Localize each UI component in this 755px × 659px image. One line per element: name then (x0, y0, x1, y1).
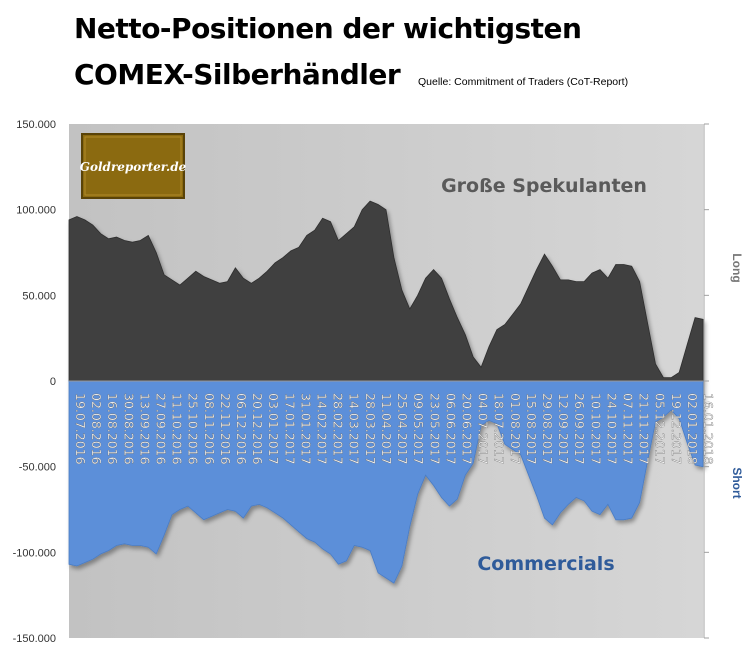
series-label-long: Große Spekulanten (441, 175, 647, 197)
x-tick-label: 14.02.2017 (315, 393, 330, 465)
series-label-short: Commercials (477, 553, 614, 575)
x-tick-label: 25.10.2016 (186, 393, 201, 465)
x-tick-label: 20.12.2016 (250, 393, 265, 465)
x-tick-label: 18.07.2017 (492, 393, 507, 465)
x-tick-label: 20.06.2017 (460, 393, 475, 465)
x-tick-label: 10.10.2017 (588, 393, 603, 465)
x-tick-label: 14.03.2017 (347, 393, 362, 465)
chart-title-line2: COMEX-Silberhändler (74, 58, 401, 91)
x-tick-label: 19.12.2017 (669, 393, 684, 465)
y-tick-label: -100.000 (13, 547, 56, 559)
y-tick-label: -150.000 (13, 633, 56, 645)
x-tick-label: 15.08.2017 (524, 393, 539, 465)
x-tick-label: 13.09.2016 (137, 393, 152, 465)
logo-text: Goldreporter.de (80, 160, 187, 174)
x-tick-label: 21.11.2017 (637, 393, 652, 465)
x-tick-label: 29.08.2017 (540, 393, 555, 465)
x-tick-label: 07.11.2017 (621, 393, 636, 465)
x-tick-label: 28.02.2017 (331, 393, 346, 465)
x-tick-label: 05.12.2017 (653, 393, 668, 465)
x-tick-label: 02.08.2016 (89, 393, 104, 465)
x-tick-label: 30.08.2016 (121, 393, 136, 465)
logo-background (81, 133, 185, 199)
right-axis-label-long: Long (730, 253, 744, 282)
x-tick-label: 02.01.2018 (685, 393, 700, 465)
series-area-long (68, 200, 704, 382)
x-tick-label: 01.08.2017 (508, 393, 523, 465)
x-tick-label: 17.01.2017 (282, 393, 297, 465)
x-tick-label: 06.12.2016 (234, 393, 249, 465)
right-axis-label-short: Short (730, 467, 744, 498)
x-tick-label: 24.10.2017 (604, 393, 619, 465)
x-tick-label: 16.01.2018 (701, 393, 716, 465)
x-tick-label: 27.09.2016 (154, 393, 169, 465)
x-tick-label: 11.04.2017 (379, 393, 394, 465)
x-tick-label: 12.09.2017 (556, 393, 571, 465)
x-tick-label: 06.06.2017 (443, 393, 458, 465)
y-tick-label: 50.000 (22, 290, 56, 302)
x-tick-label: 26.09.2017 (572, 393, 587, 465)
x-tick-label: 11.10.2016 (170, 393, 185, 465)
y-tick-label: 100.000 (16, 205, 56, 217)
x-tick-label: 19.07.2016 (73, 393, 88, 465)
y-tick-label: 0 (50, 376, 56, 388)
x-tick-label: 08.11.2016 (202, 393, 217, 465)
x-tick-label: 25.04.2017 (395, 393, 410, 465)
x-tick-label: 16.08.2016 (105, 393, 120, 465)
x-tick-label: 09.05.2017 (411, 393, 426, 465)
x-tick-label: 04.07.2017 (476, 393, 491, 465)
x-tick-label: 28.03.2017 (363, 393, 378, 465)
y-tick-label: -50.000 (19, 462, 56, 474)
logo: Goldreporter.de (80, 133, 187, 199)
y-tick-label: 150.000 (16, 119, 56, 131)
x-tick-label: 23.05.2017 (427, 393, 442, 465)
chart-title-line1: Netto-Positionen der wichtigsten (74, 12, 582, 45)
x-tick-label: 22.11.2016 (218, 393, 233, 465)
logo-bevel (84, 136, 182, 196)
series-area-short (68, 380, 704, 584)
chart-source: Quelle: Commitment of Traders (CoT-Repor… (418, 76, 629, 88)
x-tick-label: 31.01.2017 (298, 393, 313, 465)
x-tick-label: 03.01.2017 (266, 393, 281, 465)
